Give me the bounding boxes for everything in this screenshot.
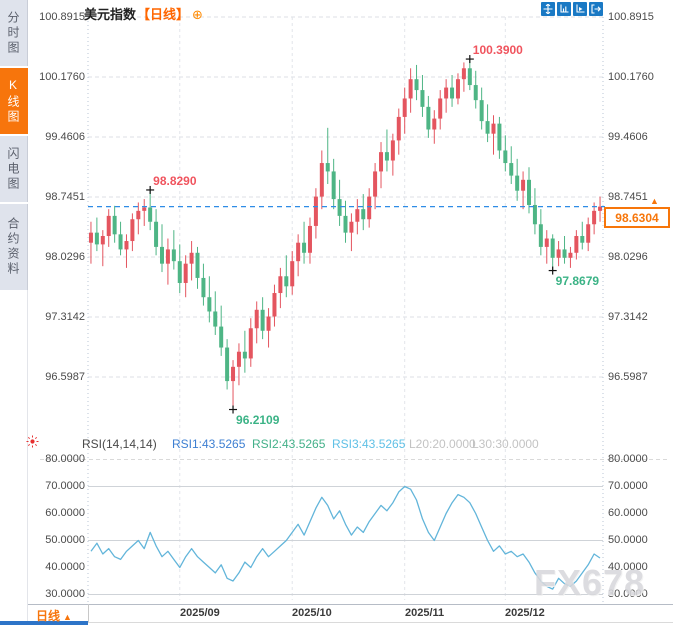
rsi-tick-left: 30.0000	[45, 588, 85, 600]
annotation-high: 98.8290	[153, 173, 197, 188]
exit-right-icon[interactable]	[589, 2, 603, 16]
price-tick-left: 99.4606	[45, 131, 85, 143]
price-tick-left: 100.1760	[39, 71, 85, 83]
rsi-tick-right: 40.0000	[608, 561, 648, 573]
sidebar-tab-contract-info[interactable]: 合约资料	[0, 204, 28, 290]
chart-plot-area[interactable]	[88, 17, 603, 604]
sidebar-tab-label: K线图	[6, 77, 20, 125]
date-tick: 2025/12	[505, 607, 545, 619]
price-tick-right: 96.5987	[608, 371, 648, 383]
date-tick: 2025/10	[292, 607, 332, 619]
axis-play-icon[interactable]	[573, 2, 587, 16]
rsi-tick-left: 60.0000	[45, 507, 85, 519]
time-axis-underline	[88, 622, 673, 623]
fx678-watermark: FX678	[534, 562, 646, 603]
time-axis-divider	[88, 604, 89, 622]
move-crosshair-icon[interactable]	[541, 2, 555, 16]
rsi3-value: RSI3:43.5265	[332, 437, 406, 451]
rsi-tick-left: 50.0000	[45, 534, 85, 546]
rsi-tick-right: 60.0000	[608, 507, 648, 519]
date-tick: 2025/09	[180, 607, 220, 619]
sidebar-tab-timeline-chart[interactable]: 分时图	[0, 0, 28, 66]
time-axis-line	[28, 604, 673, 605]
axis-scale-icon[interactable]	[557, 2, 571, 16]
symbol-name: 美元指数	[84, 7, 137, 22]
move-crosshair-glyph	[543, 4, 553, 14]
chart-title: 美元指数【日线】 ⊕	[84, 4, 203, 23]
rsi-tick-right: 80.0000	[608, 453, 648, 465]
rsi-tick-left: 70.0000	[45, 480, 85, 492]
period-tag: 【日线】	[137, 7, 190, 22]
rsi-l30-value: L30:30.0000	[472, 437, 539, 451]
alarm-dot-icon[interactable]	[26, 435, 39, 453]
price-tick-right: 100.8915	[608, 11, 654, 23]
axis-scale-glyph	[560, 4, 569, 13]
price-tick-left: 96.5987	[45, 371, 85, 383]
add-indicator-icon[interactable]: ⊕	[192, 7, 203, 22]
chevron-up-icon: ▲	[63, 612, 72, 622]
period-selector-button[interactable]: 日线 ▲	[36, 607, 72, 624]
rsi1-value: RSI1:43.5265	[172, 437, 246, 451]
rsi-tick-right: 70.0000	[608, 480, 648, 492]
price-tick-left: 97.3142	[45, 311, 85, 323]
price-tick-right: 99.4606	[608, 131, 648, 143]
rsi-tick-left: 80.0000	[45, 453, 85, 465]
date-tick: 2025/11	[405, 607, 445, 619]
current-price-badge: 98.6304	[604, 207, 670, 228]
price-up-arrow-icon: ▲	[650, 196, 659, 206]
rsi-tick-right: 30.0000	[608, 588, 648, 600]
annotation-low: 96.2109	[236, 412, 280, 427]
rsi-l20-value: L20:20.0000	[409, 437, 476, 451]
rsi2-value: RSI2:43.5265	[252, 437, 326, 451]
period-selector-label: 日线	[36, 609, 61, 623]
sidebar-tab-label: 合约资料	[6, 217, 20, 277]
sidebar-tab-label: 闪电图	[6, 146, 20, 192]
axis-play-glyph	[576, 4, 585, 13]
price-tick-right: 97.3142	[608, 311, 648, 323]
rsi-title: RSI(14,14,14)	[82, 437, 157, 451]
price-tick-right: 100.1760	[608, 71, 654, 83]
rsi-tick-left: 40.0000	[45, 561, 85, 573]
price-tick-left: 98.7451	[45, 191, 85, 203]
price-tick-left: 100.8915	[39, 11, 85, 23]
annotation-low: 97.8679	[555, 273, 600, 288]
alarm-dot-glyph	[26, 435, 39, 448]
bottom-scroll-bar[interactable]	[0, 621, 88, 625]
chart-toolbar	[541, 2, 603, 16]
rsi-tick-right: 50.0000	[608, 534, 648, 546]
sidebar-rail	[0, 290, 28, 625]
price-tick-right: 98.7451	[608, 191, 648, 203]
price-tick-left: 98.0296	[45, 251, 85, 263]
annotation-high: 100.3900	[472, 43, 523, 58]
sidebar-tab-label: 分时图	[6, 10, 20, 56]
price-tick-right: 98.0296	[608, 251, 648, 263]
exit-right-glyph	[591, 4, 601, 14]
sidebar-tab-lightning-chart[interactable]: 闪电图	[0, 136, 28, 202]
sidebar-tab-candlestick-chart[interactable]: K线图	[0, 68, 28, 134]
